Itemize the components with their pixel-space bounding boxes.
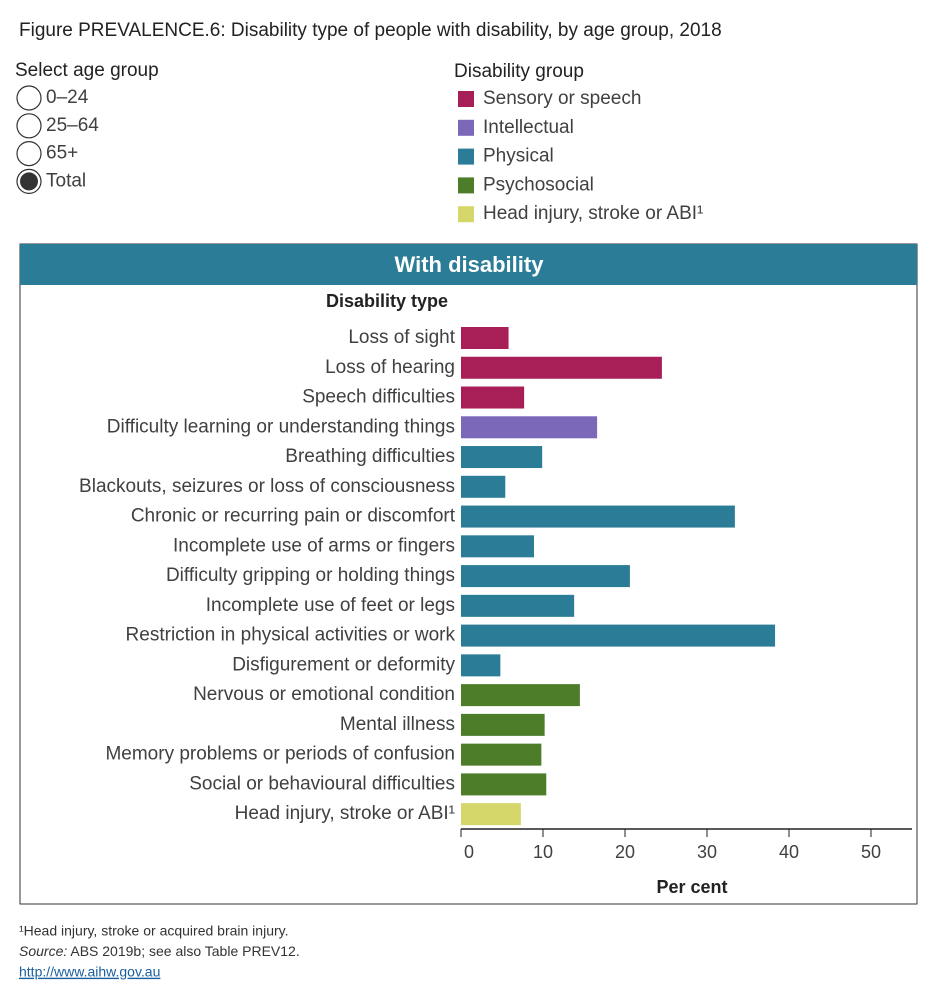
chart-title: Figure PREVALENCE.6: Disability type of … — [19, 20, 722, 41]
category-label: Chronic or recurring pain or discomfort — [131, 506, 456, 527]
x-tick-label: 10 — [533, 842, 553, 862]
bar — [461, 535, 534, 558]
category-label: Nervous or emotional condition — [193, 684, 455, 705]
source-label: Source: — [19, 943, 67, 959]
x-tick-label: 20 — [615, 842, 635, 862]
legend-swatch — [458, 148, 474, 165]
bar — [461, 743, 542, 766]
selector-label: Select age group — [15, 60, 159, 81]
category-label: Social or behavioural difficulties — [189, 773, 455, 794]
category-label: Head injury, stroke or ABI¹ — [235, 803, 455, 824]
x-tick-label: 30 — [697, 842, 717, 862]
category-axis-label: Disability type — [326, 291, 448, 311]
radio-button[interactable] — [16, 85, 42, 111]
bar — [461, 624, 776, 647]
bar — [461, 356, 662, 379]
bar — [461, 475, 506, 498]
legend-label: Physical — [483, 146, 554, 167]
footnote: ¹Head injury, stroke or acquired brain i… — [19, 923, 289, 939]
bar — [461, 446, 543, 469]
bar — [461, 713, 545, 736]
bar — [461, 327, 509, 349]
category-label: Restriction in physical activities or wo… — [126, 625, 456, 646]
bar — [461, 386, 525, 409]
bar — [461, 684, 580, 707]
legend-label: Intellectual — [483, 117, 574, 138]
category-label: Mental illness — [340, 714, 455, 735]
bar — [461, 654, 501, 677]
legend-swatch — [458, 91, 474, 107]
radio-button[interactable] — [16, 113, 42, 139]
panel-title: With disability — [395, 252, 545, 277]
category-label: Speech difficulties — [302, 387, 455, 408]
radio-button[interactable] — [16, 141, 42, 167]
radio-label[interactable]: 65+ — [46, 143, 78, 164]
x-tick-label: 0 — [464, 842, 474, 862]
bar — [461, 565, 630, 588]
legend-swatch — [458, 206, 474, 223]
legend-label: Head injury, stroke or ABI¹ — [483, 203, 703, 224]
radio-label[interactable]: Total — [46, 170, 86, 191]
legend-title: Disability group — [454, 61, 584, 82]
bar — [461, 803, 521, 826]
bar — [461, 594, 575, 617]
category-label: Loss of sight — [348, 327, 455, 348]
legend-swatch — [458, 119, 474, 136]
category-label: Incomplete use of arms or fingers — [173, 535, 455, 556]
category-label: Disfigurement or deformity — [232, 654, 455, 675]
category-label: Loss of hearing — [325, 357, 455, 378]
radio-label[interactable]: 0–24 — [46, 87, 89, 108]
source-link[interactable]: http://www.aihw.gov.au — [19, 964, 160, 980]
source-text: ABS 2019b; see also Table PREV12. — [67, 943, 299, 959]
category-label: Blackouts, seizures or loss of conscious… — [79, 476, 455, 497]
category-label: Difficulty gripping or holding things — [166, 565, 455, 586]
category-label: Breathing difficulties — [285, 446, 455, 467]
bar — [461, 505, 735, 528]
radio-selected-dot — [20, 172, 38, 191]
x-tick-label: 40 — [779, 842, 799, 862]
source: Source: ABS 2019b; see also Table PREV12… — [19, 943, 300, 959]
legend-label: Sensory or speech — [483, 88, 641, 109]
radio-label[interactable]: 25–64 — [46, 115, 99, 136]
category-label: Difficulty learning or understanding thi… — [107, 416, 455, 437]
x-tick-label: 50 — [861, 842, 881, 862]
legend-label: Psychosocial — [483, 174, 594, 195]
legend-swatch — [458, 177, 474, 194]
panel-header — [20, 244, 917, 285]
category-label: Incomplete use of feet or legs — [206, 595, 455, 616]
bar — [461, 416, 598, 439]
category-label: Memory problems or periods of confusion — [105, 744, 455, 765]
bar — [461, 773, 547, 796]
x-axis-label: Per cent — [656, 877, 727, 897]
